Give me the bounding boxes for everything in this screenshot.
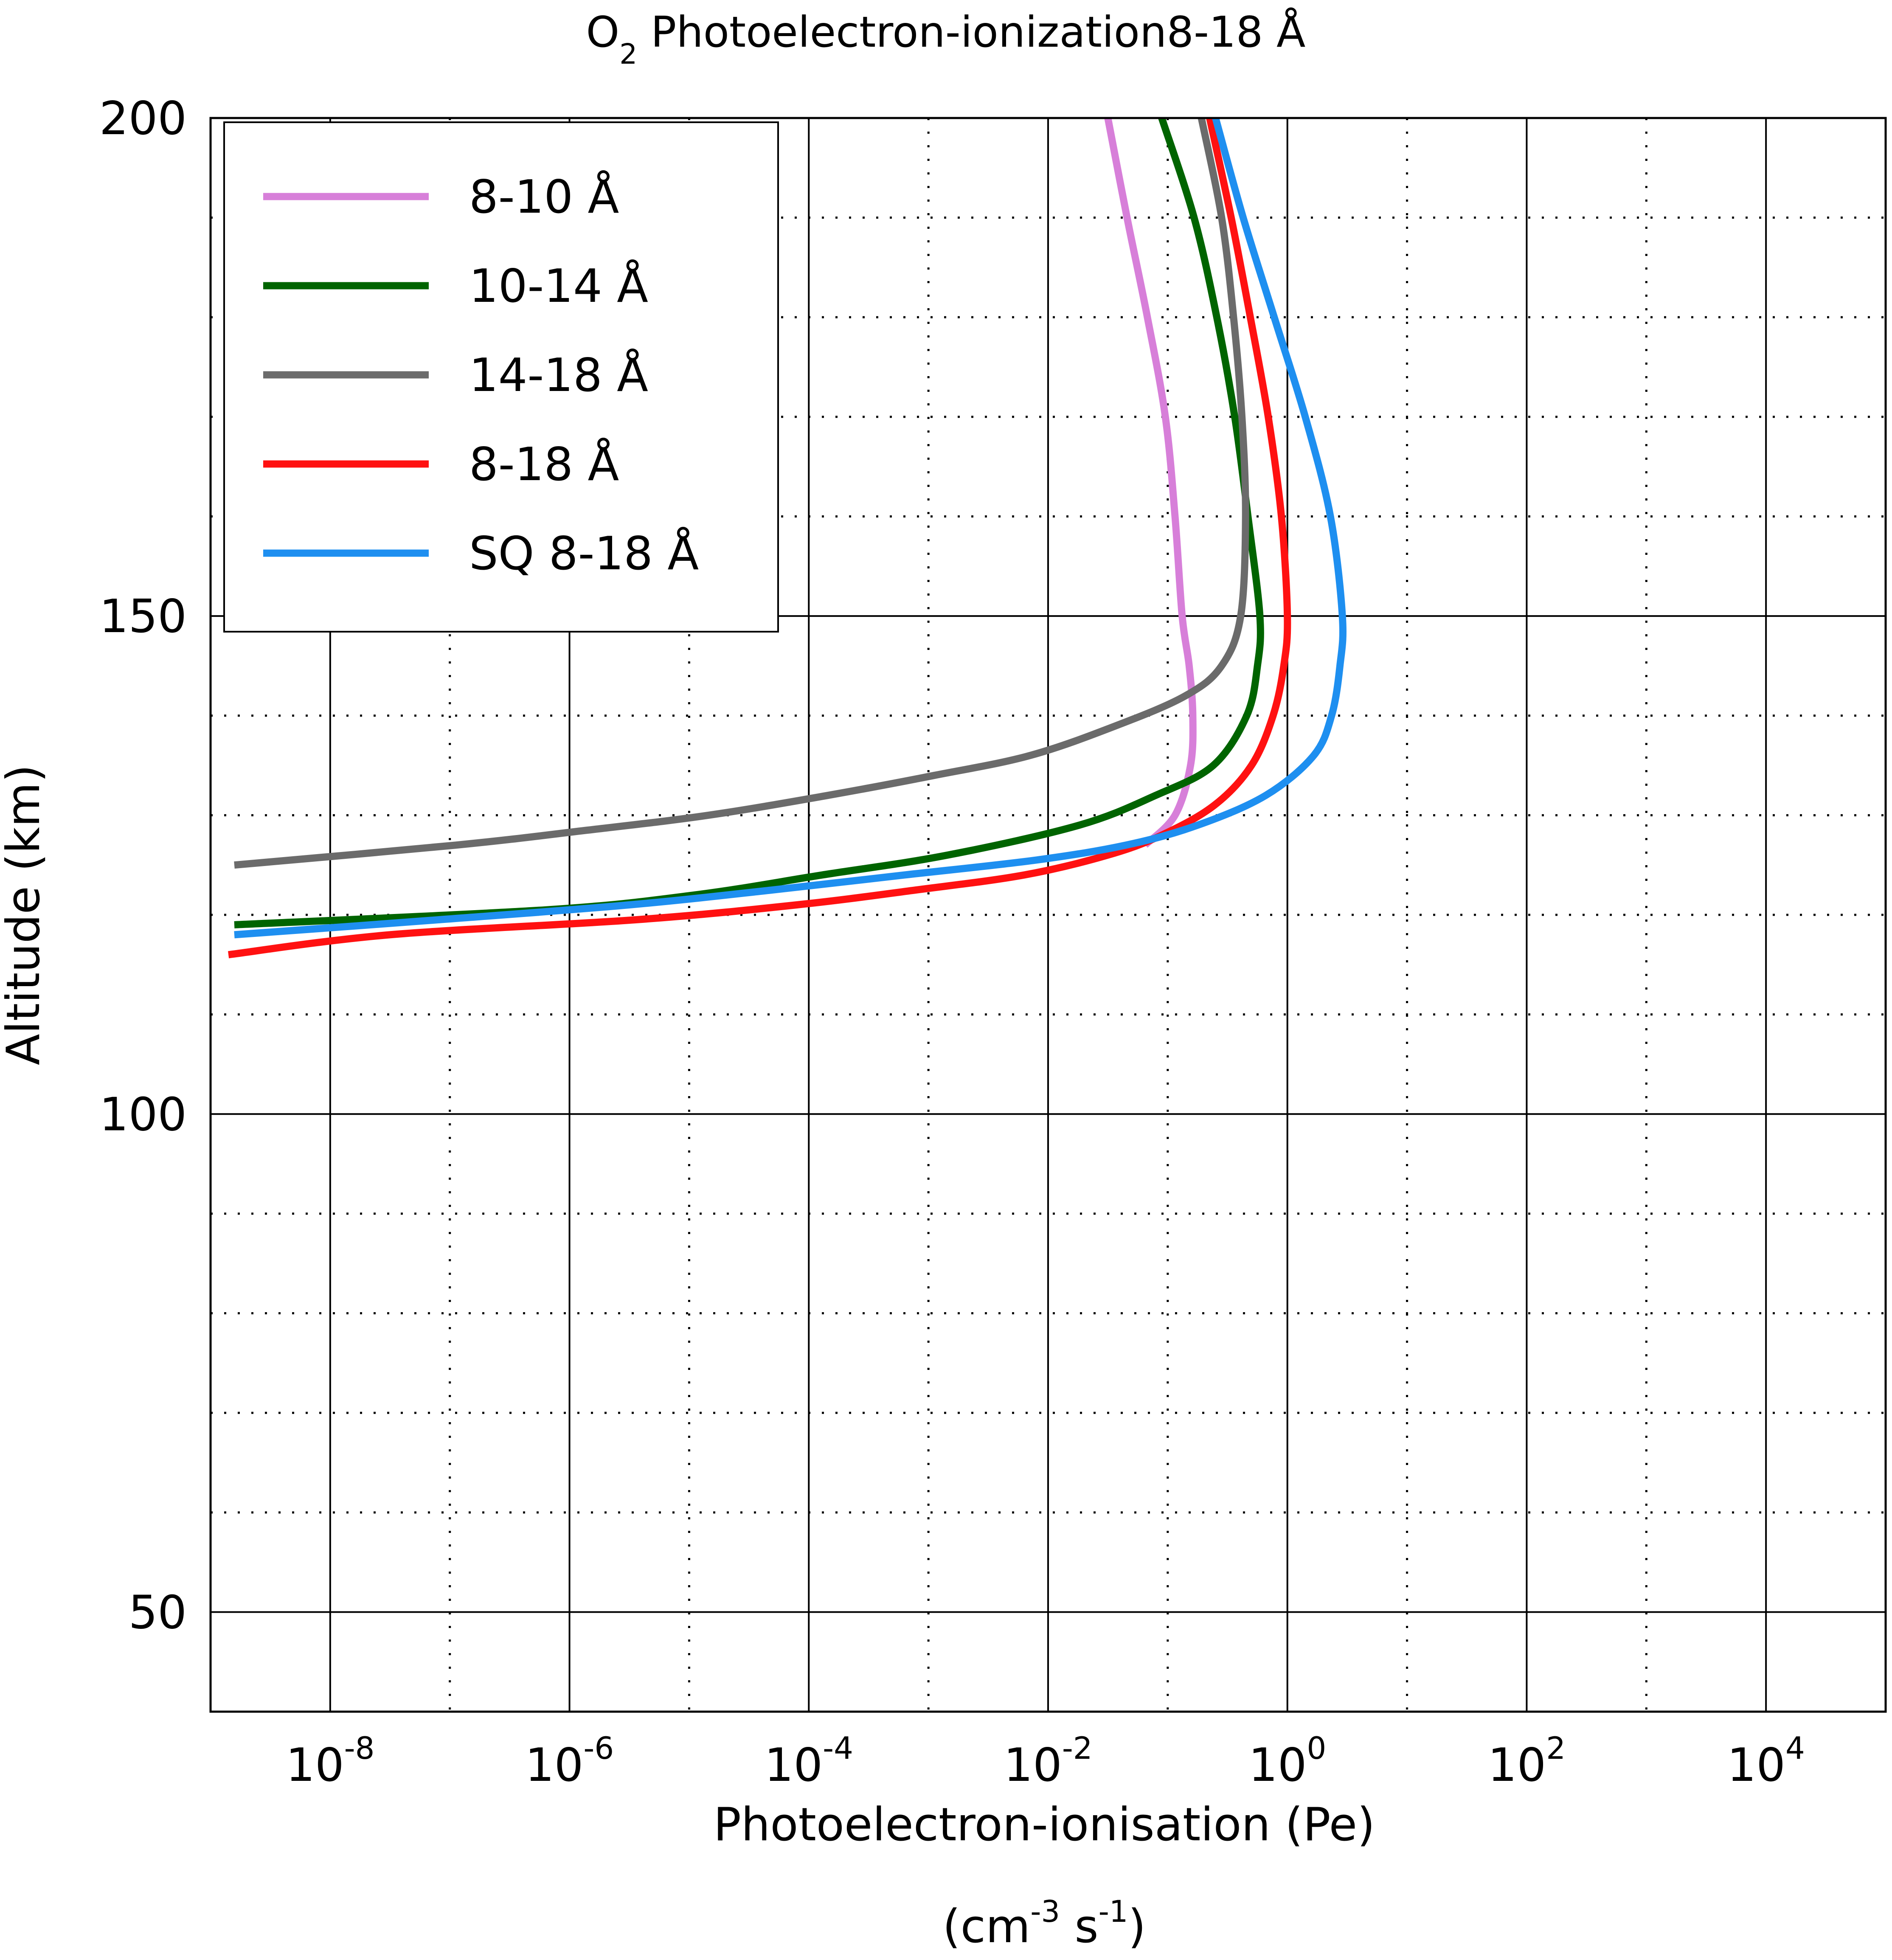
series-line — [228, 117, 1291, 959]
x-tick-base: 10 — [1248, 1739, 1307, 1792]
x-tick-label: 100 — [1248, 1730, 1326, 1792]
x-axis-units-part: ) — [1128, 1900, 1146, 1953]
chart-title: O2 Photoelectron-ionization8-18 Å — [586, 7, 1306, 70]
legend-label: 8-18 Å — [469, 437, 619, 491]
x-axis-units-exponent: -1 — [1099, 1894, 1128, 1929]
x-tick-label: 10-6 — [525, 1730, 614, 1792]
chart-title-main: O — [586, 7, 620, 57]
legend-label: 14-18 Å — [469, 348, 648, 402]
x-tick-label: 102 — [1488, 1730, 1566, 1792]
y-tick-label: 50 — [129, 1586, 187, 1639]
x-axis-units-exponent: -3 — [1030, 1894, 1060, 1929]
x-tick-label: 10-2 — [1004, 1730, 1092, 1792]
y-tick-label: 100 — [99, 1088, 187, 1141]
series-line — [234, 117, 1347, 939]
legend-label: 8-10 Å — [469, 170, 619, 224]
legend-items: 8-10 Å 10-14 Å 14-18 Å 8-18 Å SQ 8-18 Å — [263, 170, 699, 580]
x-tick-exponent: 0 — [1307, 1730, 1327, 1766]
x-tick-exponent: -2 — [1062, 1730, 1093, 1766]
x-tick-base: 10 — [525, 1739, 583, 1792]
legend: 8-10 Å 10-14 Å 14-18 Å 8-18 Å SQ 8-18 Å — [223, 121, 779, 633]
x-axis-units-part: s — [1060, 1900, 1099, 1953]
x-tick-label: 10-8 — [286, 1730, 374, 1792]
y-axis-ticks: 50 100 150 200 — [99, 92, 187, 1639]
y-axis-label: Altitude (km) — [0, 765, 50, 1065]
chart-title-subscript: 2 — [619, 38, 637, 70]
x-tick-exponent: 2 — [1546, 1730, 1566, 1766]
y-tick-label: 200 — [99, 92, 187, 145]
x-axis-label: Photoelectron-ionisation (Pe) — [714, 1798, 1375, 1851]
legend-label: SQ 8-18 Å — [469, 526, 699, 580]
x-tick-base: 10 — [1727, 1739, 1785, 1792]
x-tick-exponent: 4 — [1785, 1730, 1805, 1766]
x-tick-label: 10-4 — [765, 1730, 853, 1792]
chart-title-rest: Photoelectron-ionization8-18 Å — [637, 7, 1305, 57]
x-axis-ticks: 10-8 10-6 10-4 10-2 100 102 104 — [286, 1730, 1805, 1792]
x-axis-units-part: (cm — [942, 1900, 1030, 1953]
series-line — [1104, 117, 1197, 848]
x-tick-exponent: -6 — [583, 1730, 614, 1766]
series-layer — [228, 117, 1347, 959]
x-tick-base: 10 — [286, 1739, 344, 1792]
series-line — [234, 117, 1249, 869]
x-axis-units: (cm-3 s-1) — [942, 1894, 1146, 1953]
y-tick-label: 150 — [99, 590, 187, 643]
x-tick-base: 10 — [1488, 1739, 1546, 1792]
legend-label: 10-14 Å — [469, 259, 648, 313]
x-tick-base: 10 — [1004, 1739, 1062, 1792]
plot-frame — [209, 117, 1887, 1713]
x-tick-exponent: -4 — [823, 1730, 853, 1766]
x-tick-base: 10 — [765, 1739, 823, 1792]
x-tick-exponent: -8 — [344, 1730, 375, 1766]
x-tick-label: 104 — [1727, 1730, 1805, 1792]
